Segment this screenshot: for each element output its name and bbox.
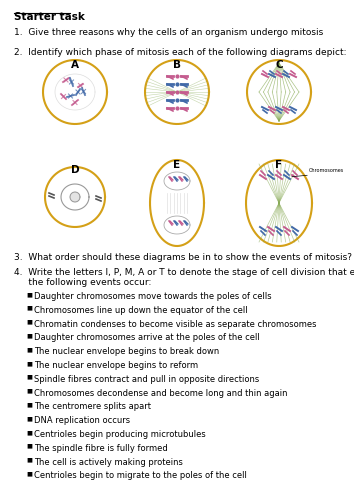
- Text: ■: ■: [26, 320, 32, 324]
- Text: ■: ■: [26, 306, 32, 311]
- Text: D: D: [71, 165, 79, 175]
- Text: ■: ■: [26, 402, 32, 407]
- Text: Chromosomes: Chromosomes: [309, 168, 344, 173]
- Text: ■: ■: [26, 375, 32, 380]
- Text: ■: ■: [26, 334, 32, 338]
- Text: The nuclear envelope begins to break down: The nuclear envelope begins to break dow…: [34, 347, 219, 356]
- Text: Daughter chromosomes move towards the poles of cells: Daughter chromosomes move towards the po…: [34, 292, 272, 301]
- Text: ■: ■: [26, 292, 32, 297]
- Text: Spindle fibres contract and pull in opposite directions: Spindle fibres contract and pull in oppo…: [34, 375, 259, 384]
- Text: The nuclear envelope begins to reform: The nuclear envelope begins to reform: [34, 361, 198, 370]
- Text: ■: ■: [26, 472, 32, 476]
- Text: The spindle fibre is fully formed: The spindle fibre is fully formed: [34, 444, 168, 453]
- Text: Centrioles begin to migrate to the poles of the cell: Centrioles begin to migrate to the poles…: [34, 472, 247, 480]
- Text: ■: ■: [26, 430, 32, 435]
- Polygon shape: [70, 192, 80, 202]
- Text: F: F: [275, 160, 282, 170]
- Text: ■: ■: [26, 347, 32, 352]
- Text: Chromosomes line up down the equator of the cell: Chromosomes line up down the equator of …: [34, 306, 248, 315]
- Text: DNA replication occurs: DNA replication occurs: [34, 416, 130, 425]
- Text: The cell is actively making proteins: The cell is actively making proteins: [34, 458, 183, 466]
- Text: A: A: [71, 60, 79, 70]
- Text: 4.  Write the letters I, P, M, A or T to denote the stage of cell division that : 4. Write the letters I, P, M, A or T to …: [14, 268, 354, 277]
- Text: 3.  What order should these diagrams be in to show the events of mitosis?: 3. What order should these diagrams be i…: [14, 253, 352, 262]
- Text: E: E: [173, 160, 181, 170]
- Text: Starter task: Starter task: [14, 12, 85, 22]
- Text: ■: ■: [26, 388, 32, 394]
- Text: ■: ■: [26, 361, 32, 366]
- Text: The centromere splits apart: The centromere splits apart: [34, 402, 151, 411]
- Text: ■: ■: [26, 416, 32, 421]
- Text: Centrioles begin producing microtubules: Centrioles begin producing microtubules: [34, 430, 206, 439]
- Text: ■: ■: [26, 444, 32, 449]
- Text: 2.  Identify which phase of mitosis each of the following diagrams depict:: 2. Identify which phase of mitosis each …: [14, 48, 347, 57]
- Text: Chromatin condenses to become visible as separate chromosomes: Chromatin condenses to become visible as…: [34, 320, 316, 328]
- Text: C: C: [275, 60, 283, 70]
- Text: Chromosomes decondense and become long and thin again: Chromosomes decondense and become long a…: [34, 388, 287, 398]
- Text: ■: ■: [26, 458, 32, 462]
- Text: the following events occur:: the following events occur:: [14, 278, 152, 287]
- Text: 1.  Give three reasons why the cells of an organism undergo mitosis: 1. Give three reasons why the cells of a…: [14, 28, 323, 37]
- Text: B: B: [173, 60, 181, 70]
- Text: Daughter chromosomes arrive at the poles of the cell: Daughter chromosomes arrive at the poles…: [34, 334, 260, 342]
